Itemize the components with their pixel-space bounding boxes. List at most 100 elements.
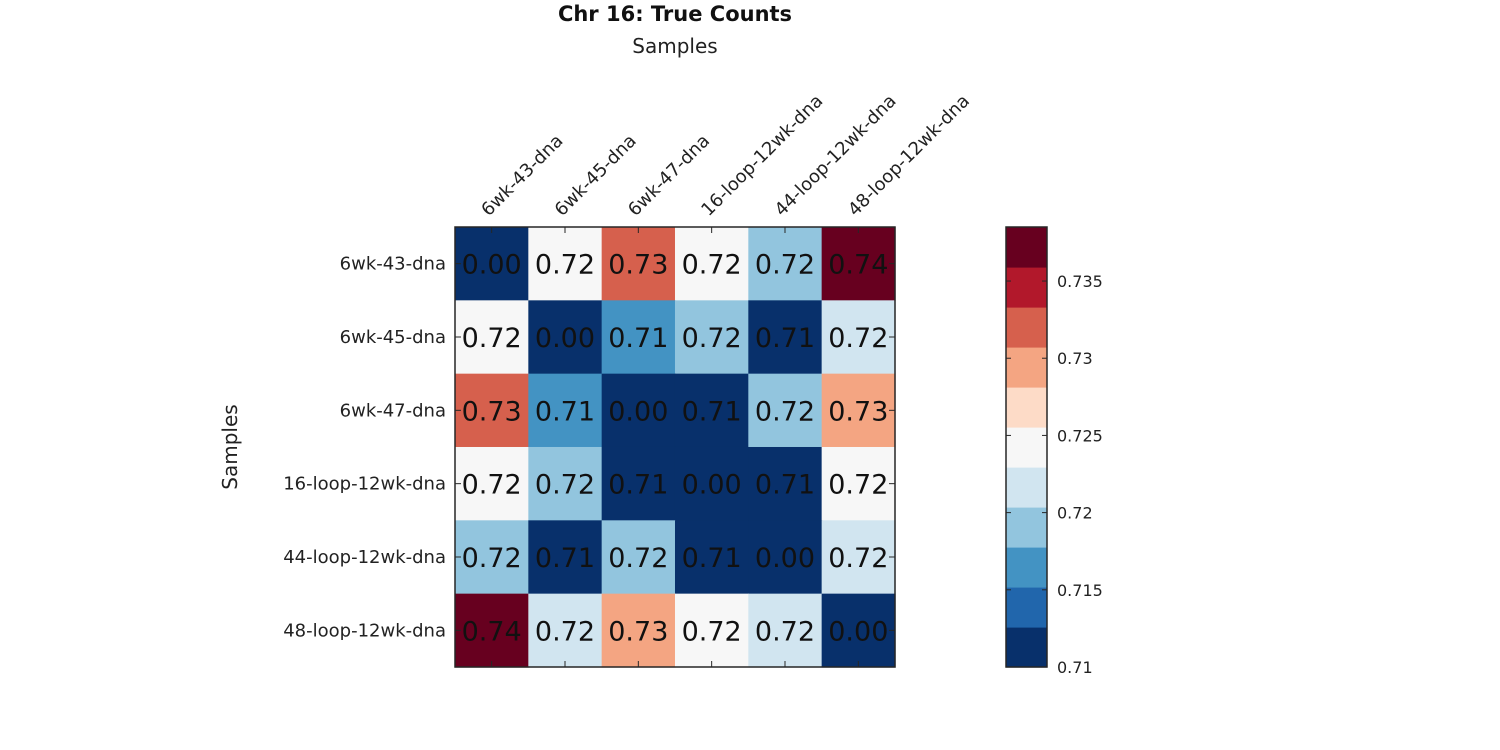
heatmap-cell-value: 0.71 (682, 396, 742, 427)
heatmap-cell-value: 0.73 (608, 250, 668, 281)
colorbar-segment (1006, 427, 1047, 468)
heatmap-cell (748, 446, 823, 521)
heatmap-cell (674, 593, 749, 668)
heatmap-cell-value: 0.72 (682, 250, 742, 281)
heatmap-cell-value: 0.71 (755, 323, 815, 354)
y-tick-label: 6wk-43-dna (340, 254, 446, 275)
heatmap-cell-value: 0.72 (462, 543, 522, 574)
heatmap-cell-value: 0.72 (755, 396, 815, 427)
heatmap-cell (821, 446, 896, 521)
colorbar-frame (1005, 226, 1048, 668)
heatmap-cell-value: 0.00 (608, 396, 668, 427)
heatmap-cell (455, 520, 529, 595)
heatmap-cell (674, 227, 749, 301)
y-tick-label: 16-loop-12wk-dna (283, 474, 446, 495)
heatmap-cell-value: 0.72 (608, 543, 668, 574)
heatmap-cell-value: 0.00 (828, 616, 888, 647)
x-tick-label: 16-loop-12wk-dna (697, 91, 827, 221)
heatmap-cell-value: 0.73 (608, 616, 668, 647)
colorbar-segment (1006, 347, 1047, 388)
heatmap-cell (748, 373, 823, 448)
heatmap-cell-value: 0.73 (462, 396, 522, 427)
colorbar-segment (1006, 387, 1047, 428)
heatmap-cell (455, 227, 529, 301)
heatmap-cell (455, 373, 529, 448)
heatmap-cell-value: 0.00 (755, 543, 815, 574)
heatmap-cell (821, 520, 896, 595)
heatmap-cell (674, 520, 749, 595)
heatmap-cell (821, 227, 896, 301)
colorbar-segment (1006, 307, 1047, 348)
heatmap-cell (748, 300, 823, 375)
heatmap-cell (455, 300, 529, 375)
heatmap-cell (528, 520, 603, 595)
y-tick-label: 6wk-45-dna (340, 327, 446, 348)
x-tick-label: 44-loop-12wk-dna (771, 91, 901, 221)
heatmap-cells (455, 227, 896, 668)
heatmap-cell-value: 0.72 (682, 323, 742, 354)
heatmap-cell (528, 373, 603, 448)
heatmap-cell-value: 0.71 (608, 470, 668, 501)
x-axis-label: Samples (632, 34, 717, 58)
heatmap-cell-value: 0.74 (462, 616, 522, 647)
colorbar: 0.71 0.715 0.72 0.725 0.73 0.735 (1005, 226, 1103, 677)
heatmap-cell-value: 0.72 (755, 250, 815, 281)
colorbar-tick-label: 0.715 (1057, 581, 1103, 600)
heatmap-cell (674, 446, 749, 521)
heatmap-cell-value: 0.00 (682, 470, 742, 501)
x-tick-label: 48-loop-12wk-dna (844, 91, 974, 221)
heatmap-cell-value: 0.72 (535, 616, 595, 647)
colorbar-tick-label: 0.73 (1057, 349, 1093, 368)
heatmap-cell-value: 0.71 (682, 543, 742, 574)
y-tick-label: 48-loop-12wk-dna (283, 620, 446, 641)
colorbar-tick-label: 0.735 (1057, 272, 1103, 291)
heatmap-cell-value: 0.00 (462, 250, 522, 281)
heatmap-cell (674, 300, 749, 375)
colorbar-tick-label: 0.71 (1057, 658, 1093, 677)
heatmap-cell-value: 0.74 (828, 250, 888, 281)
heatmap-cell-value: 0.72 (828, 323, 888, 354)
chart-title: Chr 16: True Counts (558, 2, 792, 26)
heatmap-cell (601, 300, 676, 375)
heatmap-cell-value: 0.72 (828, 543, 888, 574)
heatmap-cell-value: 0.71 (608, 323, 668, 354)
heatmap-cell-value: 0.72 (462, 323, 522, 354)
heatmap-cell (601, 593, 676, 668)
heatmap-cell (601, 227, 676, 301)
heatmap-cell (748, 520, 823, 595)
colorbar-segment (1006, 547, 1047, 588)
heatmap-cell-value: 0.72 (535, 470, 595, 501)
y-tick-label: 44-loop-12wk-dna (283, 547, 446, 568)
heatmap-cell (821, 373, 896, 448)
y-tick-label: 6wk-47-dna (340, 400, 446, 421)
heatmap-cell (821, 593, 896, 668)
heatmap-cell-value: 0.00 (535, 323, 595, 354)
heatmap-cell (748, 227, 823, 301)
heatmap-cell (601, 446, 676, 521)
y-axis-ticks: 6wk-43-dna 6wk-45-dna 6wk-47-dna 16-loop-12… (283, 254, 895, 641)
heatmap-cell (601, 520, 676, 595)
heatmap-cell (748, 593, 823, 668)
colorbar-segment (1006, 507, 1047, 548)
heatmap-frame (454, 226, 896, 668)
heatmap-cell-value: 0.72 (755, 616, 815, 647)
colorbar-segment (1006, 587, 1047, 628)
heatmap-cell-value: 0.72 (682, 616, 742, 647)
heatmap-cell-labels: 0.00 0.72 0.73 0.72 0.72 0.74 0.72 0.00 0.71 0.72… (462, 250, 889, 648)
colorbar-segment (1006, 227, 1047, 268)
heatmap-cell-value: 0.73 (828, 396, 888, 427)
heatmap-cell (455, 593, 529, 668)
heatmap-cell-value: 0.71 (755, 470, 815, 501)
y-axis-label: Samples (218, 404, 242, 489)
heatmap-cell (821, 300, 896, 375)
heatmap-cell-value: 0.72 (535, 250, 595, 281)
colorbar-segment (1006, 627, 1047, 668)
colorbar-segment (1006, 267, 1047, 308)
heatmap-cell-value: 0.72 (828, 470, 888, 501)
colorbar-segment (1006, 467, 1047, 508)
heatmap-cell-value: 0.71 (535, 396, 595, 427)
heatmap-cell-value: 0.71 (535, 543, 595, 574)
heatmap-cell-value: 0.72 (462, 470, 522, 501)
colorbar-tick-label: 0.725 (1057, 426, 1103, 445)
